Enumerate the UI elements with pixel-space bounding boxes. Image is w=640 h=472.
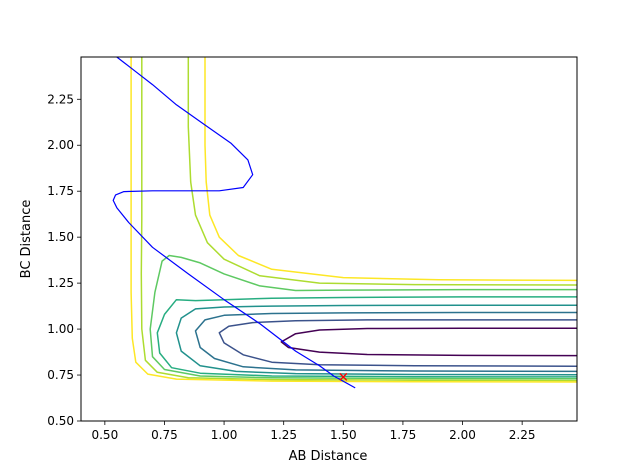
x-tick-label: 1.25 <box>270 428 297 442</box>
x-tick-label: 1.75 <box>390 428 417 442</box>
y-tick-label: 1.25 <box>47 276 74 290</box>
contour-line-1 <box>280 327 577 357</box>
y-tick-label: 0.75 <box>47 368 74 382</box>
x-tick-label: 1.50 <box>330 428 357 442</box>
y-tick-label: 1.75 <box>47 184 74 198</box>
contour-line-4 <box>175 304 577 376</box>
x-axis-label: AB Distance <box>289 449 368 464</box>
contour-lines <box>130 57 577 383</box>
contour-line-9 <box>204 57 577 282</box>
x-tick-label: 1.00 <box>211 428 238 442</box>
trajectory-layer <box>112 57 356 389</box>
y-tick-label: 2.25 <box>47 92 74 106</box>
marker-layer <box>339 372 348 381</box>
contour-line-5 <box>156 296 577 378</box>
plot-frame <box>80 56 578 422</box>
marker-x-1 <box>339 372 348 381</box>
x-tick-label: 0.50 <box>91 428 118 442</box>
y-tick-label: 1.00 <box>47 322 74 336</box>
x-tick-label: 2.00 <box>449 428 476 442</box>
contour-line-10 <box>130 57 577 383</box>
plot-area <box>112 57 577 389</box>
x-tick-label: 0.75 <box>151 428 178 442</box>
x-axis: 0.50 0.75 1.00 1.25 1.50 1.75 2.00 2.25 <box>91 421 536 442</box>
y-tick-label: 0.50 <box>47 414 74 428</box>
contour-line-3 <box>194 311 577 373</box>
y-tick-label: 2.00 <box>47 138 74 152</box>
y-axis: 0.50 0.75 1.00 1.25 1.50 1.75 2.00 2.25 <box>47 92 81 428</box>
x-tick-label: 2.25 <box>509 428 536 442</box>
contour-line-7 <box>187 57 577 286</box>
contour-line-8 <box>140 57 577 382</box>
trajectory-line <box>112 57 356 389</box>
contour-line-2 <box>218 319 577 367</box>
y-axis-label: BC Distance <box>19 200 34 279</box>
y-tick-label: 1.50 <box>47 230 74 244</box>
contour-line-6 <box>149 254 577 380</box>
